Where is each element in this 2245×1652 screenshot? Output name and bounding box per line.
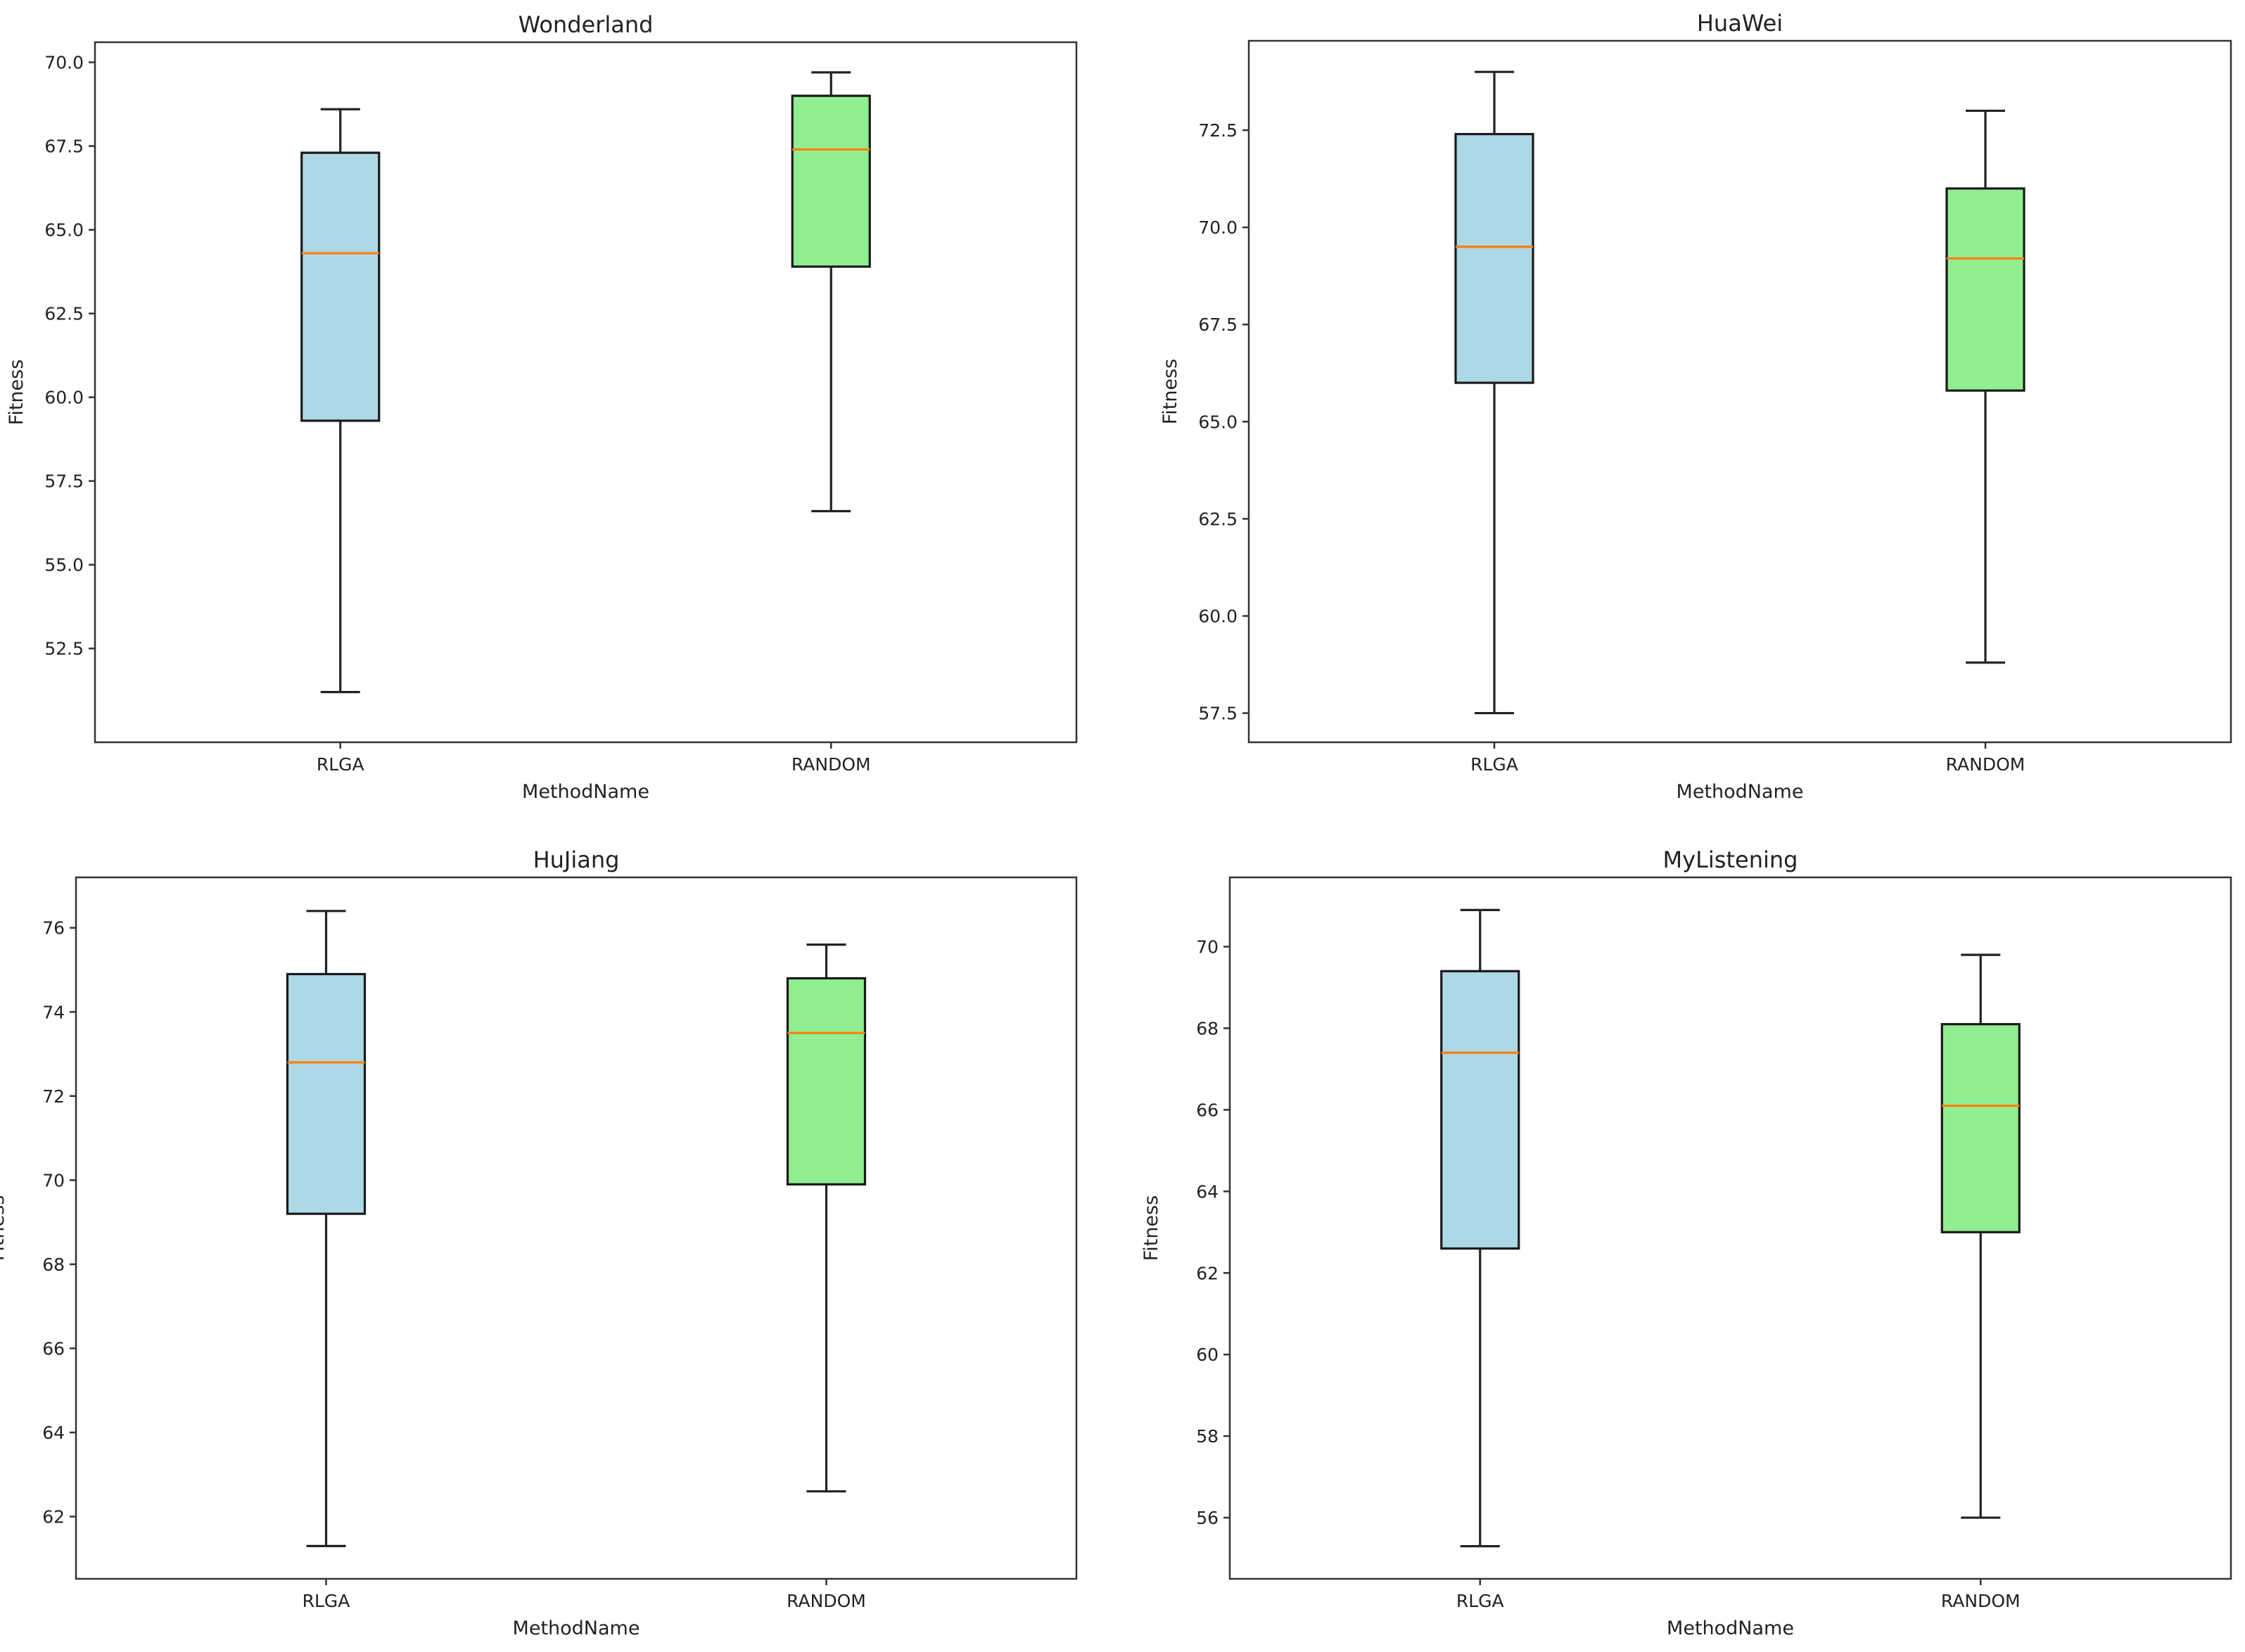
x-tick-label: RLGA <box>1470 754 1518 775</box>
y-tick-label: 57.5 <box>1198 704 1238 724</box>
x-axis-label: MethodName <box>513 1618 640 1639</box>
y-tick-label: 62.5 <box>44 304 84 324</box>
y-tick-label: 57.5 <box>44 471 84 492</box>
y-tick-label: 52.5 <box>44 639 84 659</box>
iqr-box <box>1454 132 1534 384</box>
plot-frame <box>1228 876 2232 1580</box>
plot-frame <box>94 41 1078 744</box>
y-tick-label: 70.0 <box>1198 217 1238 238</box>
y-tick-label: 70 <box>1196 937 1219 958</box>
y-axis-label: Fitness <box>6 360 27 426</box>
y-tick-label: 68 <box>42 1254 65 1275</box>
y-tick-label: 65.0 <box>44 220 84 241</box>
y-tick-label: 70.0 <box>44 53 84 73</box>
box-random: RANDOM <box>1940 953 2021 1611</box>
subplot-hujiang: HuJiang 62 64 66 68 70 72 74 76 Fitness MethodName… <box>0 846 1078 1639</box>
y-axis-label: Fitness <box>1159 359 1181 425</box>
box-rlga: RLGA <box>286 910 367 1611</box>
x-tick-label: RANDOM <box>787 1591 866 1611</box>
y-tick-label: 62.5 <box>1198 509 1238 529</box>
chart-title: HuJiang <box>533 846 620 873</box>
chart-title: Wonderland <box>519 11 654 38</box>
y-tick-label: 67.5 <box>44 136 84 157</box>
iqr-box <box>286 972 367 1215</box>
box-rlga: RLGA <box>1454 70 1534 775</box>
subplot-wonderland: Wonderland 52.5 55.0 57.5 60.0 62.5 65.0 67.5 70… <box>6 11 1078 803</box>
iqr-box <box>791 94 871 268</box>
plot-frame <box>1247 39 2232 744</box>
y-tick-label: 67.5 <box>1198 314 1238 335</box>
y-tick-label: 56 <box>1196 1508 1219 1528</box>
y-tick-label: 70 <box>42 1170 65 1190</box>
x-axis-label: MethodName <box>1667 1618 1794 1639</box>
x-axis-label: MethodName <box>522 781 649 803</box>
iqr-box <box>1945 187 2025 392</box>
x-tick-label: RLGA <box>303 1591 350 1611</box>
x-tick-label: RANDOM <box>791 754 871 775</box>
plot-frame <box>75 876 1078 1580</box>
y-tick-label: 66 <box>42 1338 65 1359</box>
y-tick-label: 74 <box>42 1002 65 1022</box>
x-tick-label: RLGA <box>317 754 364 775</box>
box-random: RANDOM <box>1945 109 2025 775</box>
y-tick-label: 55.0 <box>44 555 84 576</box>
y-tick-label: 72 <box>42 1086 65 1107</box>
box-rlga: RLGA <box>1440 908 1520 1611</box>
y-tick-label: 68 <box>1196 1018 1219 1038</box>
x-tick-label: RLGA <box>1456 1591 1504 1611</box>
y-tick-label: 60 <box>1196 1345 1219 1365</box>
y-tick-label: 58 <box>1196 1426 1219 1447</box>
box-random: RANDOM <box>791 71 871 775</box>
box-rlga: RLGA <box>300 108 381 775</box>
iqr-box <box>786 977 867 1186</box>
y-tick-label: 66 <box>1196 1100 1219 1120</box>
iqr-box <box>1440 970 1520 1250</box>
y-tick-label: 64 <box>42 1423 65 1443</box>
x-axis-label: MethodName <box>1677 781 1804 803</box>
chart-title: HuaWei <box>1697 10 1783 37</box>
iqr-box <box>300 151 381 422</box>
box-random: RANDOM <box>786 943 867 1611</box>
y-tick-label: 72.5 <box>1198 120 1238 141</box>
y-tick-label: 60.0 <box>44 388 84 408</box>
subplot-mylistening: MyListening 56 58 60 62 64 66 68 70 Fitness Method… <box>1140 846 2232 1639</box>
y-tick-label: 60.0 <box>1198 606 1238 626</box>
chart-title: MyListening <box>1663 846 1798 873</box>
y-tick-label: 62 <box>1196 1263 1219 1283</box>
y-tick-label: 62 <box>42 1507 65 1527</box>
y-tick-label: 76 <box>42 918 65 939</box>
y-axis-label: Fitness <box>1140 1195 1162 1262</box>
y-tick-label: 64 <box>1196 1181 1219 1202</box>
x-tick-label: RANDOM <box>1946 754 2025 775</box>
y-axis-label: Fitness <box>0 1195 8 1262</box>
y-tick-label: 65.0 <box>1198 412 1238 432</box>
x-tick-label: RANDOM <box>1941 1591 2021 1611</box>
subplot-huawei: HuaWei 57.5 60.0 62.5 65.0 67.5 70.0 72.5 Fitnes… <box>1159 10 2232 803</box>
iqr-box <box>1940 1023 2021 1233</box>
